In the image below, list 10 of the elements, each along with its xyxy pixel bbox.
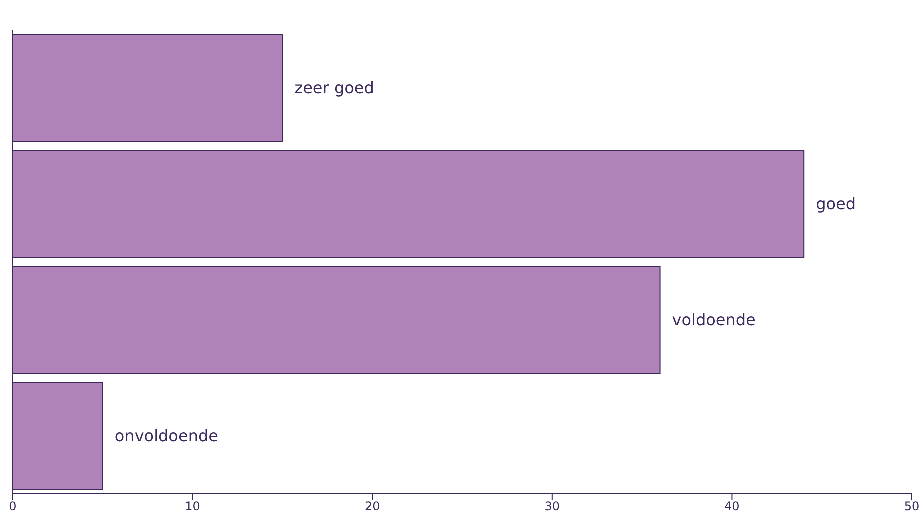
- y-tick-label: onvoldoende: [114, 426, 218, 446]
- x-tick-label: 40: [724, 500, 740, 514]
- y-tick-label: goed: [816, 194, 856, 214]
- y-tick-label: zeer goed: [294, 78, 374, 98]
- x-tick-label: 30: [544, 500, 560, 514]
- x-tick-label: 10: [185, 500, 200, 514]
- x-tick-label: 50: [904, 500, 920, 514]
- x-tick-label: 20: [364, 500, 380, 514]
- x-tick-label: 0: [9, 500, 17, 514]
- y-tick-label: voldoende: [672, 310, 756, 330]
